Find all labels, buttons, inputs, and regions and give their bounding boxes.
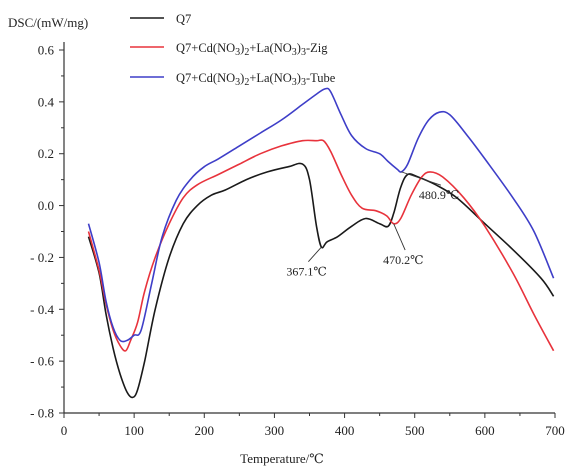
legend-label-q7: Q7 xyxy=(176,12,191,26)
y-tick-label: - 0.2 xyxy=(30,250,54,265)
x-tick-label: 300 xyxy=(265,423,285,438)
annotation-leader xyxy=(308,246,322,262)
legend-label-part: 2 xyxy=(244,77,249,88)
legend-label-part: +La(NO xyxy=(249,71,291,85)
legend-label-part: ) xyxy=(240,71,244,85)
legend-label-part: 3 xyxy=(235,47,240,58)
annotation-label: 480.9℃ xyxy=(419,188,459,202)
annotations: 367.1℃ 470.2℃ 480.9℃ xyxy=(286,171,459,279)
legend-label-part: -Tube xyxy=(306,71,336,85)
y-tick-label: - 0.6 xyxy=(30,354,54,369)
y-axis-label: DSC/(mW/mg) xyxy=(8,15,88,30)
y-tick-label: 0.6 xyxy=(38,43,55,58)
y-tick-label: - 0.4 xyxy=(30,302,54,317)
x-tick-label: 200 xyxy=(195,423,215,438)
x-tick-label: 500 xyxy=(405,423,425,438)
legend-label-part: 3 xyxy=(292,77,297,88)
legend-label-part: 2 xyxy=(244,47,249,58)
annotation-label: 367.1℃ xyxy=(286,265,326,279)
series-line-q7 xyxy=(87,162,555,399)
y-tick-label: - 0.8 xyxy=(30,406,54,421)
legend-label-part: 3 xyxy=(301,77,306,88)
legend-label-part: -Zig xyxy=(306,41,328,55)
series-line-zig xyxy=(87,139,555,352)
y-tick-label: 0.2 xyxy=(38,146,54,161)
legend-label-part: ) xyxy=(297,71,301,85)
axes: 0 100 200 300 400 500 600 700 - 0.8 - 0.6 - 0.4 - 0… xyxy=(30,42,565,438)
legend-label-part: Q7+Cd(NO xyxy=(176,41,235,55)
x-axis-label: Temperature/℃ xyxy=(240,451,324,466)
annotation-leader xyxy=(401,171,442,186)
legend-label-part: 3 xyxy=(292,47,297,58)
x-tick-label: 600 xyxy=(475,423,495,438)
y-tick-label: 0.0 xyxy=(38,198,54,213)
series-line-tube xyxy=(87,87,555,343)
legend-label-part: Q7 xyxy=(176,12,191,26)
legend-label-tube: Q7+Cd(NO3)2+La(NO3)3-Tube xyxy=(176,71,336,88)
x-tick-label: 700 xyxy=(545,423,565,438)
x-tick-label: 400 xyxy=(335,423,355,438)
legend-label-part: Q7+Cd(NO xyxy=(176,71,235,85)
x-tick-label: 0 xyxy=(61,423,68,438)
legend-label-zig: Q7+Cd(NO3)2+La(NO3)3-Zig xyxy=(176,41,328,58)
legend-label-part: +La(NO xyxy=(249,41,291,55)
y-tick-label: 0.4 xyxy=(38,94,55,109)
legend-label-part: ) xyxy=(240,41,244,55)
annotation-leader xyxy=(393,223,406,251)
series-lines xyxy=(87,87,555,399)
legend-label-part: 3 xyxy=(235,77,240,88)
legend: Q7Q7+Cd(NO3)2+La(NO3)3-ZigQ7+Cd(NO3)2+La… xyxy=(130,12,336,88)
annotation-label: 470.2℃ xyxy=(383,253,423,267)
x-tick-label: 100 xyxy=(124,423,144,438)
legend-label-part: ) xyxy=(297,41,301,55)
legend-label-part: 3 xyxy=(301,47,306,58)
